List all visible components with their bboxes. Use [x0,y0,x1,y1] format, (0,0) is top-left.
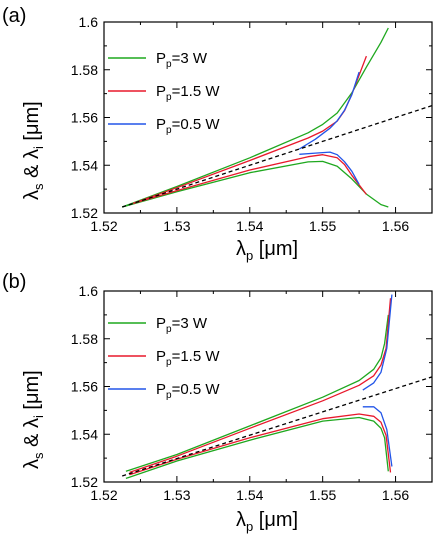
legend-label: Pp=3 W [156,50,208,70]
x-axis-label-a: λp [μm] [236,238,298,263]
plot-frame-a [103,21,433,214]
y-tick-label: 1.56 [71,379,98,395]
series-line-blue [298,71,360,150]
y-tick-label: 1.58 [71,62,98,78]
y-tick-label: 1.56 [71,110,98,126]
series-line-green [125,314,389,472]
legend-a: Pp=3 W Pp=1.5 W Pp=0.5 W [108,50,220,136]
series-line-green [122,160,389,208]
series-group-b [122,294,432,480]
y-axis-label-a: λs & λi [μm] [21,101,46,200]
legend-b: Pp=3 W Pp=1.5 W Pp=0.5 W [108,315,220,401]
legend-label: Pp=0.5 W [156,381,220,401]
x-tick-label: 1.55 [309,218,336,234]
reference-dashed-line [122,376,432,477]
x-tick-label: 1.52 [90,487,117,503]
y-tick-label: 1.58 [71,331,98,347]
series-line-blue [362,294,393,391]
y-tick-label: 1.52 [71,205,98,221]
x-tick-label: 1.52 [90,218,117,234]
legend-label: Pp=1.5 W [156,83,220,103]
x-tick-label: 1.55 [309,487,336,503]
x-tick-label: 1.53 [163,218,190,234]
y-tick-label: 1.54 [71,426,98,442]
axis-ticks-b: 1.52 1.53 1.54 1.55 1.56 1.52 1.54 1.56 1.58 1.6 [71,283,432,503]
reference-dashed-line [121,104,432,208]
y-axis-label-b: λs & λi [μm] [21,370,46,469]
y-tick-label: 1.6 [79,14,99,30]
series-line-green [121,27,389,208]
series-line-blue [299,151,360,185]
legend-label: Pp=3 W [156,315,208,335]
series-group-a [121,27,432,208]
axis-ticks-a: 1.52 1.53 1.54 1.55 1.56 1.52 1.54 1.56 1.58 1.6 [71,14,432,234]
chart-panel-b: (b) 1.52 1.53 1.54 1.55 1.56 1.52 1.54 1.56 1.58… [2,271,433,534]
legend-label: Pp=0.5 W [156,116,220,136]
series-line-red [129,413,392,476]
y-tick-label: 1.52 [71,474,98,490]
series-line-blue [362,406,393,467]
panel-label-a: (a) [2,5,26,27]
chart-panel-a: (a) 1.52 1.53 1.54 1.55 1.56 1.52 1.54 1.56 1.58… [2,5,433,263]
x-tick-label: 1.54 [236,218,263,234]
x-tick-label: 1.53 [163,487,190,503]
x-tick-label: 1.56 [382,487,409,503]
panel-label-b: (b) [2,271,26,293]
x-axis-label-b: λp [μm] [236,509,298,534]
plot-frame-b [103,290,433,483]
y-tick-label: 1.54 [71,157,98,173]
legend-label: Pp=1.5 W [156,348,220,368]
x-tick-label: 1.54 [236,487,263,503]
x-tick-label: 1.56 [382,218,409,234]
y-tick-label: 1.6 [79,283,99,299]
series-line-red [133,154,367,205]
series-line-red [129,298,392,474]
series-line-green [125,416,389,480]
